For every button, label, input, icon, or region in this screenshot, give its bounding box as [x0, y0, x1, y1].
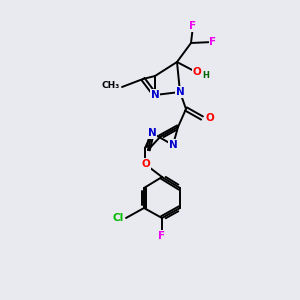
Text: Cl: Cl	[113, 213, 124, 223]
Text: O: O	[193, 67, 201, 77]
Text: H: H	[202, 71, 209, 80]
Text: N: N	[148, 128, 156, 138]
Text: F: F	[209, 37, 217, 47]
Text: O: O	[142, 159, 150, 169]
Text: N: N	[151, 90, 159, 100]
Text: F: F	[189, 21, 197, 31]
Text: F: F	[158, 231, 166, 241]
Text: N: N	[176, 87, 184, 97]
Text: O: O	[205, 113, 214, 123]
Text: N: N	[169, 140, 177, 150]
Text: CH₃: CH₃	[102, 82, 120, 91]
